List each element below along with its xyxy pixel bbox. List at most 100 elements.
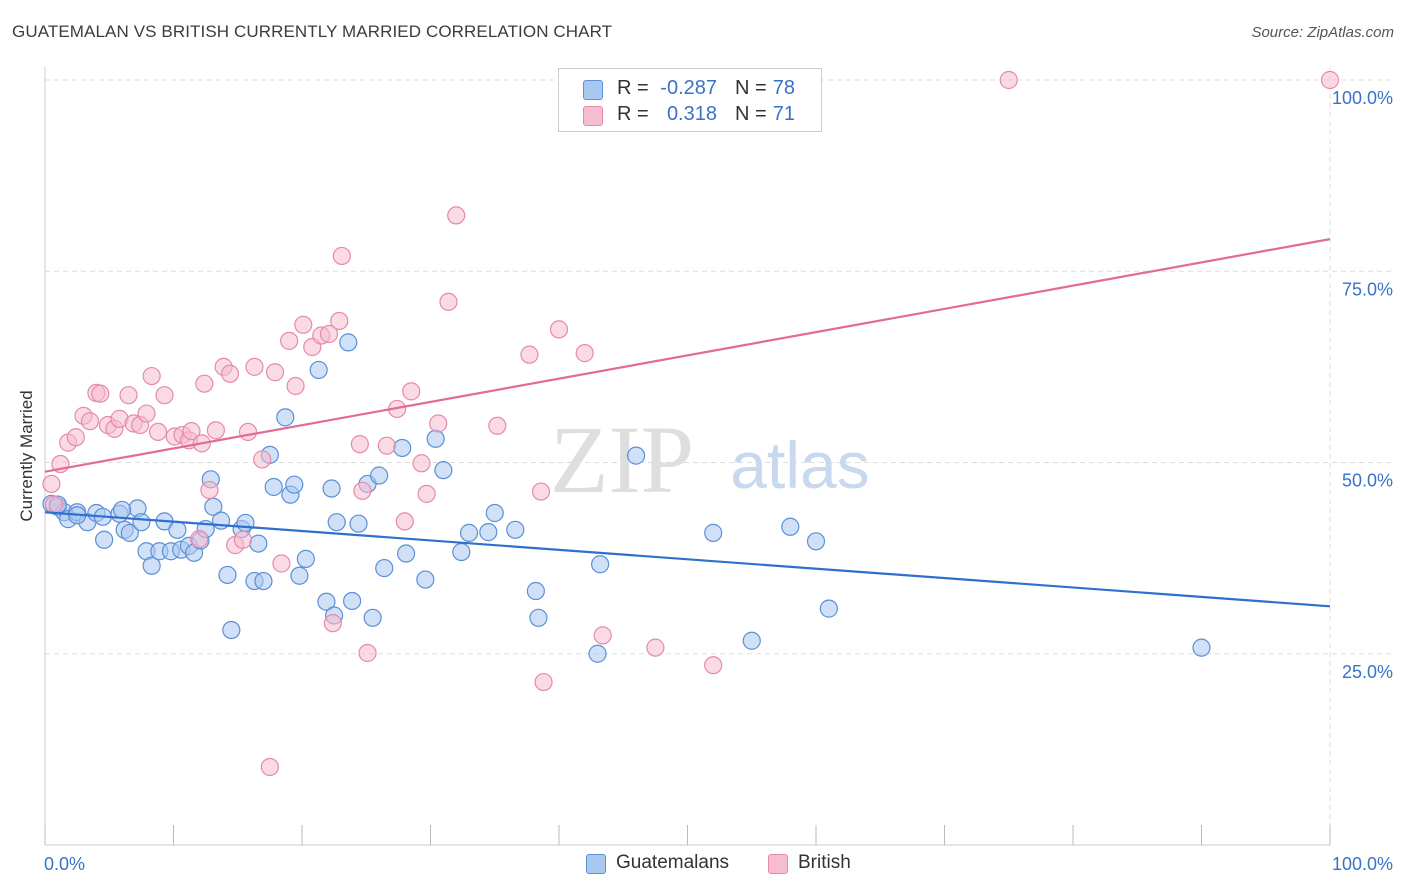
data-point-british [233, 530, 252, 549]
data-point-guatemalans [236, 513, 255, 533]
data-point-british [1320, 70, 1340, 90]
data-point-guatemalans [1192, 638, 1211, 657]
legend-n-label: N = [735, 77, 767, 99]
data-point-guatemalans [434, 461, 453, 480]
data-point-british [402, 382, 421, 401]
data-point-guatemalans [204, 497, 223, 516]
series-guatemalans-points [42, 333, 1211, 663]
data-point-british [294, 315, 313, 334]
data-point-british [417, 484, 436, 503]
legend-swatch-british [583, 106, 603, 126]
y-tick-labels: 25.0% 50.0% 75.0% 100.0% [1332, 88, 1393, 682]
data-point-british [330, 311, 349, 331]
data-point-british [119, 386, 138, 405]
data-point-guatemalans [529, 608, 548, 627]
data-point-guatemalans [479, 523, 498, 542]
data-point-british [429, 414, 448, 433]
legend-row-guatemalans: R = -0.287 N = 78 [559, 75, 821, 103]
data-point-guatemalans [317, 592, 336, 611]
x-tick-labels: 0.0% 100.0% [44, 854, 1393, 874]
data-point-guatemalans [120, 523, 139, 542]
data-point-british [332, 246, 351, 266]
data-point-guatemalans [742, 631, 761, 650]
data-point-british [148, 422, 168, 441]
data-point-guatemalans [168, 520, 187, 539]
data-point-guatemalans [363, 608, 382, 627]
data-point-british [646, 638, 665, 657]
data-point-guatemalans [806, 532, 826, 551]
watermark-atlas: atlas [730, 428, 869, 502]
data-point-guatemalans [819, 599, 838, 618]
data-point-guatemalans [309, 360, 328, 380]
data-point-british [593, 626, 612, 645]
data-point-guatemalans [452, 542, 471, 562]
data-point-guatemalans [276, 408, 295, 427]
data-point-guatemalans [626, 446, 646, 465]
data-point-british [447, 206, 466, 225]
data-point-guatemalans [416, 570, 435, 589]
x-tick-label: 0.0% [44, 854, 85, 874]
data-point-guatemalans [370, 466, 389, 485]
data-point-british [80, 412, 100, 431]
bottom-legend-swatch-guatemalans [586, 854, 606, 874]
data-point-british [137, 404, 156, 423]
legend-n-label: N = [735, 103, 767, 125]
legend-n-value: 78 [772, 77, 795, 99]
data-point-british [999, 70, 1018, 90]
legend-n-value: 71 [772, 103, 795, 125]
bottom-legend-swatch-british [768, 854, 788, 874]
data-point-guatemalans [254, 571, 273, 591]
legend-row-british: R = 0.318 N = 71 [559, 101, 821, 129]
data-point-british [272, 554, 291, 573]
data-point-british [549, 320, 569, 339]
data-point-british [66, 428, 85, 447]
data-point-guatemalans [588, 644, 607, 663]
data-point-british [195, 374, 214, 393]
legend-r-value: -0.287 [660, 77, 717, 99]
data-point-guatemalans [95, 530, 114, 549]
data-point-british [412, 454, 431, 473]
series-british-points [42, 70, 1340, 777]
data-point-guatemalans [327, 513, 346, 532]
data-point-british [353, 481, 372, 500]
axis-layer [44, 67, 1331, 846]
data-point-british [534, 672, 553, 692]
data-point-british [182, 422, 201, 441]
data-point-british [286, 376, 305, 396]
y-tick-label: 100.0% [1332, 88, 1393, 108]
data-point-british [200, 480, 219, 500]
data-point-british [531, 482, 551, 501]
legend-r-label: R = [617, 103, 649, 125]
data-point-british [245, 357, 264, 376]
data-point-guatemalans [781, 517, 800, 536]
data-point-british [206, 421, 226, 440]
data-point-guatemalans [296, 549, 315, 568]
data-point-guatemalans [591, 555, 610, 574]
data-point-british [488, 416, 507, 435]
data-point-guatemalans [349, 514, 368, 533]
source-credit: Source: ZipAtlas.com [1251, 24, 1394, 41]
y-tick-label: 25.0% [1342, 662, 1393, 682]
data-point-guatemalans [285, 475, 304, 494]
y-axis-label: Currently Married [17, 390, 36, 522]
data-point-british [142, 366, 161, 386]
data-point-guatemalans [506, 520, 525, 539]
data-point-british [439, 292, 458, 311]
data-point-british [377, 436, 396, 455]
data-point-british [350, 435, 369, 454]
data-point-british [220, 364, 240, 383]
data-point-guatemalans [222, 620, 241, 640]
data-point-guatemalans [218, 565, 237, 585]
data-point-guatemalans [343, 591, 362, 611]
data-point-british [575, 344, 594, 363]
data-point-guatemalans [704, 523, 723, 542]
data-point-guatemalans [393, 438, 412, 458]
legend-r-value: 0.318 [666, 103, 717, 125]
legend-swatch-guatemalans [583, 80, 603, 100]
data-point-british [323, 614, 342, 633]
data-point-british [155, 386, 174, 405]
data-point-british [42, 474, 61, 494]
data-point-guatemalans [339, 333, 358, 352]
grid-layer [45, 67, 1392, 845]
